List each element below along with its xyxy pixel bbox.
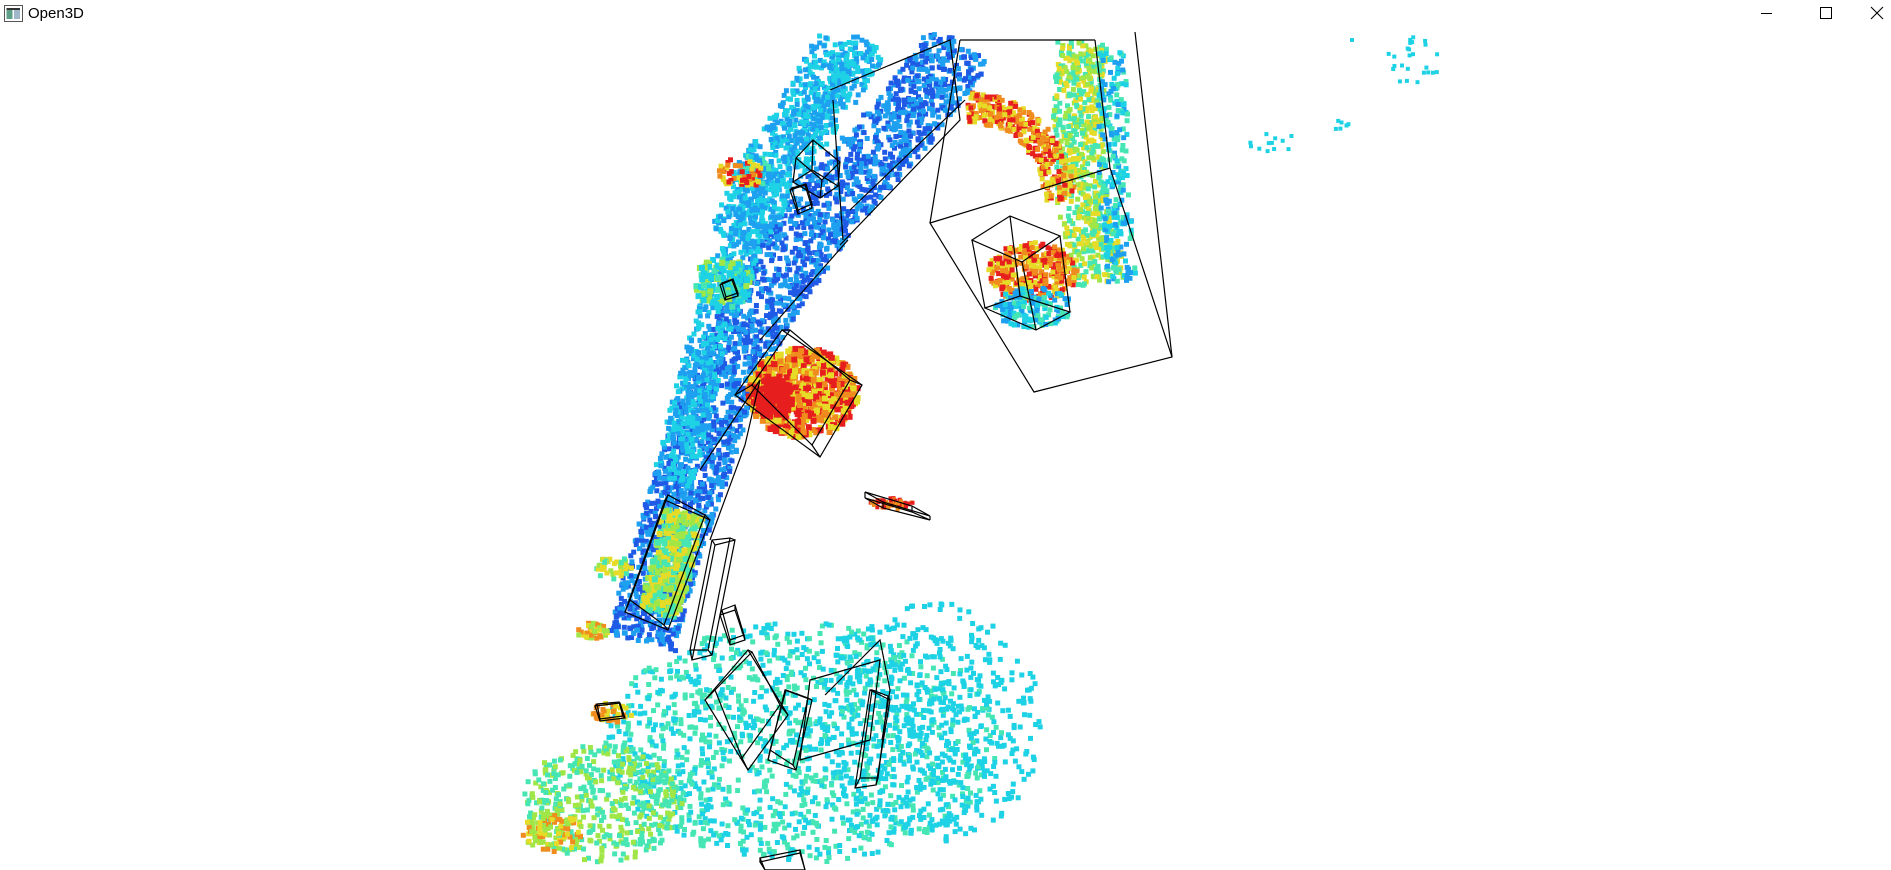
point-cloud-canvas[interactable] — [0, 32, 1891, 870]
close-icon — [1870, 6, 1884, 20]
title-bar[interactable]: Open3D — [0, 0, 1891, 30]
window-title: Open3D — [28, 5, 84, 22]
minimize-icon — [1761, 7, 1773, 19]
bounding-boxes — [594, 32, 1173, 870]
close-button[interactable] — [1862, 0, 1891, 26]
3d-viewport[interactable] — [0, 32, 1891, 870]
maximize-button[interactable] — [1803, 0, 1849, 26]
minimize-button[interactable] — [1744, 0, 1790, 26]
maximize-icon — [1820, 7, 1832, 19]
open3d-app-icon — [4, 5, 23, 22]
point-cloud — [520, 32, 1440, 865]
